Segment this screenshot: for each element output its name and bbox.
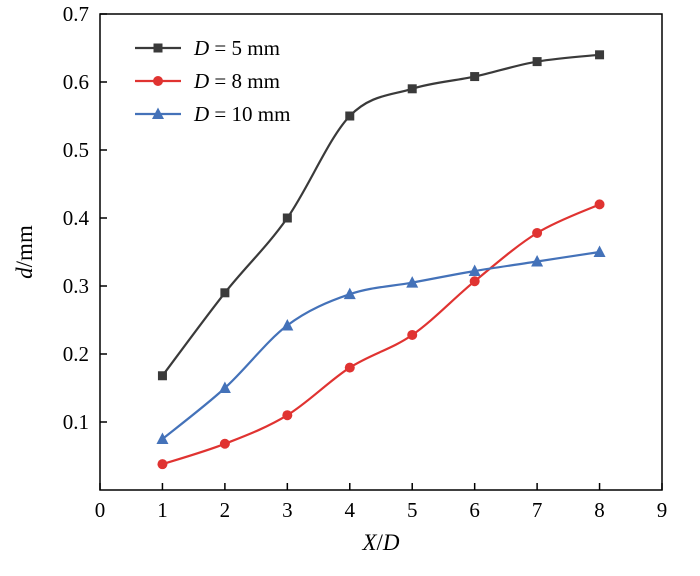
x-tick-label: 4	[345, 498, 356, 522]
triangle-marker	[152, 107, 164, 119]
legend-label: D = 10 mm	[193, 102, 290, 126]
square-marker	[345, 111, 355, 121]
square-marker	[407, 84, 417, 94]
x-tick-label: 9	[657, 498, 668, 522]
series-line	[161, 250, 600, 440]
triangle-marker	[343, 287, 356, 300]
y-axis-title: d/mm	[12, 225, 37, 279]
circle-marker	[153, 76, 163, 86]
y-tick-label: 0.2	[63, 342, 89, 366]
legend: D = 5 mm D = 8 mm D = 10 mm	[135, 36, 290, 126]
circle-marker	[469, 276, 480, 287]
triangle-marker	[218, 381, 231, 393]
y-tick-label: 0.3	[63, 274, 89, 298]
circle-marker	[594, 199, 605, 210]
legend-item: D = 8 mm	[135, 69, 280, 93]
circle-marker	[407, 329, 418, 340]
x-tick-label: 5	[407, 498, 418, 522]
circle-marker	[532, 227, 543, 238]
square-marker	[157, 371, 167, 381]
circle-marker	[219, 438, 230, 449]
square-marker	[595, 50, 605, 60]
y-tick-label: 0.1	[63, 410, 89, 434]
series-3	[156, 245, 606, 444]
y-tick-label: 0.6	[63, 70, 89, 94]
series-1	[157, 50, 605, 381]
x-tick-label: 0	[95, 498, 106, 522]
triangle-marker	[531, 255, 544, 267]
triangle-marker	[468, 264, 481, 277]
x-tick-label: 2	[220, 498, 231, 522]
legend-label: D = 8 mm	[193, 69, 280, 93]
x-tick-label: 6	[469, 498, 480, 522]
circle-marker	[344, 362, 355, 373]
square-marker	[282, 213, 292, 223]
x-axis-title: X/D	[361, 530, 399, 555]
legend-item: D = 10 mm	[135, 102, 290, 126]
y-tick-label: 0.7	[63, 2, 89, 26]
x-tick-label: 3	[282, 498, 293, 522]
triangle-marker	[406, 276, 419, 288]
series-line	[162, 203, 601, 466]
plot-frame	[99, 13, 663, 491]
circle-marker	[157, 459, 168, 470]
legend-item: D = 5 mm	[135, 36, 280, 60]
square-marker	[153, 43, 163, 53]
y-tick-label: 0.5	[63, 138, 89, 162]
series-2	[157, 199, 605, 470]
x-tick-label: 1	[157, 498, 168, 522]
triangle-marker	[281, 318, 294, 331]
circle-marker	[282, 410, 293, 421]
triangle-marker	[593, 245, 606, 257]
y-axis: 0.1 0.2 0.3 0.4 0.5 0.6 0.7	[63, 2, 107, 434]
x-axis: 0 1 2 3 4 5 6 7 8 9	[95, 483, 668, 522]
y-tick-label: 0.4	[63, 206, 90, 230]
legend-label: D = 5 mm	[193, 36, 280, 60]
triangle-marker	[156, 432, 169, 444]
square-marker	[220, 288, 230, 298]
square-marker	[532, 57, 542, 67]
x-tick-label: 7	[532, 498, 543, 522]
x-tick-label: 8	[594, 498, 605, 522]
square-marker	[470, 72, 480, 82]
